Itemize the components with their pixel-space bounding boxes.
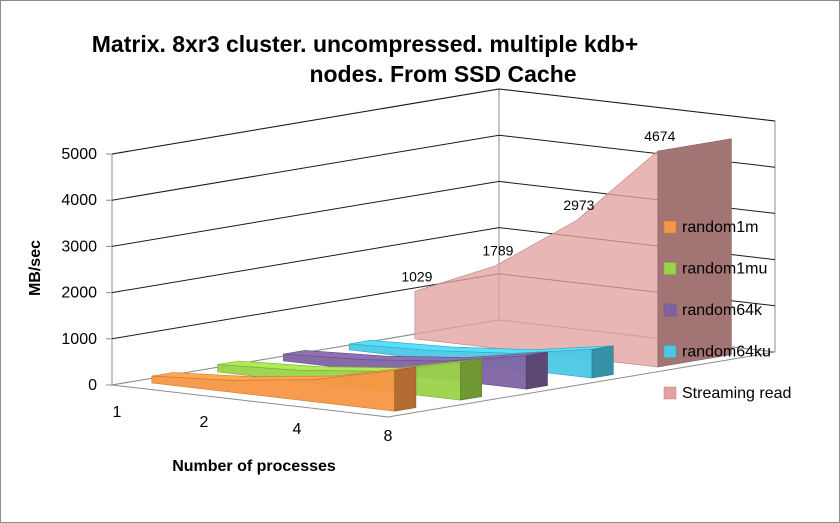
y-tick-label: 0 bbox=[88, 377, 97, 394]
data-label: 1029 bbox=[401, 268, 432, 284]
data-label: 1789 bbox=[482, 243, 513, 259]
y-tick-label: 4000 bbox=[61, 192, 97, 209]
legend-swatch bbox=[663, 303, 677, 317]
legend-swatch bbox=[663, 345, 677, 358]
legend-label: random64k bbox=[682, 302, 763, 319]
series-end-cap bbox=[525, 351, 548, 390]
legend-item: Streaming read bbox=[663, 385, 791, 402]
y-axis-title: MB/sec bbox=[27, 240, 44, 296]
chart-title-line-2: nodes. From SSD Cache bbox=[309, 61, 576, 87]
x-tick-label: 8 bbox=[384, 428, 393, 445]
legend: random1m random1mu random64k random64ku Stre… bbox=[663, 219, 791, 402]
legend-label: random1mu bbox=[682, 261, 767, 278]
legend-swatch bbox=[663, 220, 677, 234]
x-tick-label: 1 bbox=[113, 404, 122, 421]
legend-label: random1m bbox=[682, 219, 758, 236]
chart-title-line-1: Matrix. 8xr3 cluster. uncompressed. mult… bbox=[92, 31, 638, 57]
legend-item: random1m bbox=[663, 219, 758, 236]
y-tick-label: 3000 bbox=[61, 238, 97, 255]
legend-label: Streaming read bbox=[682, 385, 791, 402]
y-tick-label: 2000 bbox=[61, 285, 97, 302]
x-tick-label: 4 bbox=[293, 421, 302, 438]
legend-item: random64ku bbox=[663, 344, 771, 361]
legend-label: random64ku bbox=[682, 344, 771, 361]
x-tick-label: 2 bbox=[200, 414, 209, 431]
y-tick-label: 5000 bbox=[61, 146, 97, 163]
series-random1m bbox=[151, 366, 417, 412]
data-label: 4674 bbox=[644, 128, 675, 144]
series-end-cap bbox=[394, 366, 417, 412]
y-axis-ticks: 0 1000 2000 3000 4000 5000 bbox=[61, 146, 112, 394]
series-end-cap bbox=[591, 345, 614, 379]
data-label: 2973 bbox=[563, 197, 594, 213]
series-end-cap bbox=[460, 358, 483, 401]
y-tick-label: 1000 bbox=[61, 331, 97, 348]
gridline bbox=[111, 88, 776, 155]
x-axis-ticks: 1 2 4 8 bbox=[113, 404, 393, 445]
x-axis-title: Number of processes bbox=[172, 458, 336, 475]
legend-swatch bbox=[663, 262, 677, 275]
legend-swatch bbox=[663, 386, 677, 400]
legend-item: random1mu bbox=[663, 261, 767, 278]
legend-item: random64k bbox=[663, 302, 763, 319]
chart-title: Matrix. 8xr3 cluster. uncompressed. mult… bbox=[92, 31, 638, 87]
series-end-cap bbox=[657, 138, 732, 368]
